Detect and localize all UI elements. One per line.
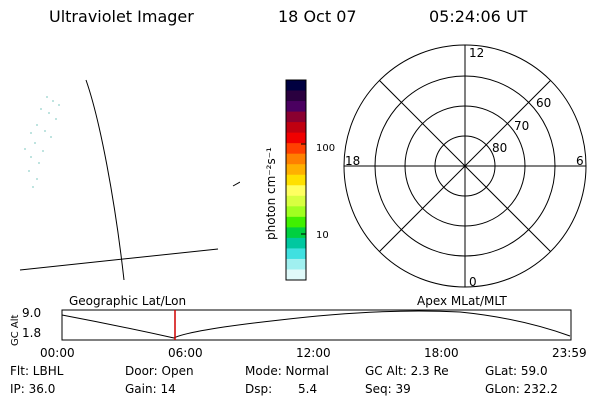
mode-readout: Mode: Normal — [245, 364, 329, 378]
geographic-title: Geographic Lat/Lon — [69, 294, 187, 308]
glon-readout: GLon: 232.2 — [485, 382, 558, 396]
timeline-y-bottom: 1.8 — [22, 326, 42, 340]
mlat-label-70: 70 — [514, 119, 530, 133]
colorbar-stripe — [286, 143, 306, 155]
polar-diagonal — [379, 80, 551, 252]
aurora-emission — [24, 96, 60, 188]
polar-plot — [343, 44, 587, 288]
colorbar-stripe — [286, 153, 306, 165]
colorbar-stripe — [286, 132, 306, 144]
door-readout: Door: Open — [125, 364, 194, 378]
colorbar-stripe — [286, 237, 306, 249]
colorbar-tick-100: 100 — [316, 143, 336, 154]
colorbar-stripe — [286, 111, 306, 123]
dsp-label: Dsp: — [245, 382, 273, 396]
mlat-label-60: 60 — [536, 96, 552, 110]
colorbar-stripe — [286, 227, 306, 239]
time-label: 05:24:06 UT — [429, 7, 528, 26]
colorbar-stripe — [286, 122, 306, 134]
filter-readout: Flt: LBHL — [10, 364, 64, 378]
geographic-image-panel — [19, 79, 240, 281]
colorbar-stripe — [286, 101, 306, 113]
colorbar-stripe — [286, 258, 306, 270]
timeline-y-top: 9.0 — [22, 306, 42, 320]
x-tick-1200: 12:00 — [296, 346, 331, 360]
mlt-label-12: 12 — [469, 46, 485, 60]
colorbar-stripe — [286, 195, 306, 207]
mlt-label-6: 6 — [576, 154, 584, 168]
colorbar-frame — [285, 79, 307, 281]
x-tick-1800: 18:00 — [424, 346, 459, 360]
gain-readout: Gain: 14 — [125, 382, 176, 396]
seq-readout: Seq: 39 — [365, 382, 411, 396]
instrument-title: Ultraviolet Imager — [49, 7, 194, 26]
glat-readout: GLat: 59.0 — [485, 364, 548, 378]
mlt-label-18: 18 — [345, 154, 361, 168]
gc-alt-readout: GC Alt: 2.3 Re — [365, 364, 449, 378]
mlat-label-80: 80 — [492, 141, 508, 155]
colorbar-stripe — [286, 80, 306, 92]
ip-readout: IP: 36.0 — [10, 382, 56, 396]
dsp-value: 5.4 — [298, 382, 318, 396]
colorbar-stripe — [286, 174, 306, 186]
colorbar-stripe — [286, 206, 306, 218]
date-label: 18 Oct 07 — [278, 7, 357, 26]
colorbar-stripe — [286, 248, 306, 260]
altitude-curve — [61, 310, 571, 339]
colorbar-stripe — [286, 216, 306, 228]
colorbar-stripe — [286, 269, 306, 281]
colorbar-tick-10: 10 — [316, 230, 329, 241]
colorbar-stripe — [286, 185, 306, 197]
apex-title: Apex MLat/MLT — [417, 294, 507, 308]
grid-fragment — [232, 181, 240, 187]
colorbar — [285, 79, 307, 281]
timeline-frame — [61, 309, 572, 341]
longitude-line — [85, 79, 125, 281]
x-tick-0600: 06:00 — [168, 346, 203, 360]
latitude-line — [19, 248, 219, 271]
colorbar-stripe — [286, 164, 306, 176]
x-tick-0000: 00:00 — [40, 346, 75, 360]
colorbar-stripe — [286, 90, 306, 102]
x-tick-2359: 23:59 — [552, 346, 587, 360]
mlt-label-0: 0 — [469, 275, 477, 289]
